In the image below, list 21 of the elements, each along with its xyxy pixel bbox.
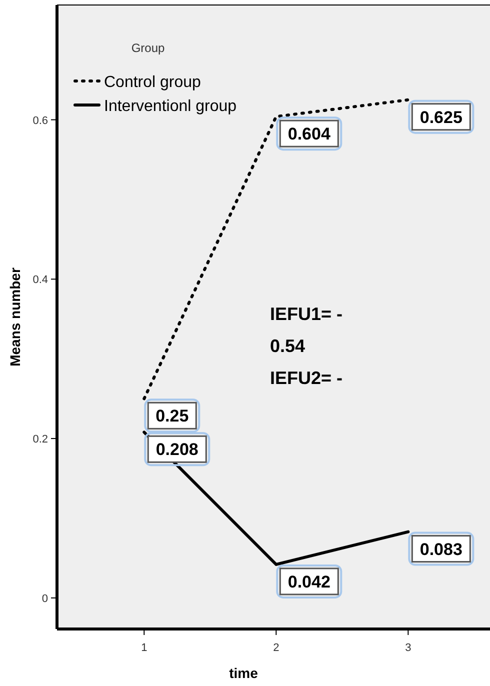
legend-title: Group bbox=[131, 41, 165, 55]
x-axis-title: time bbox=[229, 665, 258, 681]
legend-label: Control group bbox=[104, 74, 202, 91]
legend-label: Interventionl group bbox=[104, 98, 237, 115]
data-label: 0.083 bbox=[420, 540, 462, 559]
data-label: 0.208 bbox=[156, 440, 198, 460]
x-tick-label: 3 bbox=[405, 642, 412, 654]
data-label: 0.625 bbox=[420, 108, 462, 127]
x-tick-label: 2 bbox=[273, 642, 280, 654]
y-tick-label: 0 bbox=[42, 592, 48, 605]
data-label: 0.604 bbox=[288, 124, 331, 144]
y-tick-label: 0.4 bbox=[32, 274, 48, 286]
data-label: 0.042 bbox=[288, 572, 330, 592]
annotation: 0.54 bbox=[270, 336, 306, 356]
y-axis-title: Means number bbox=[7, 267, 23, 366]
annotation: IEFU2= - bbox=[270, 368, 343, 388]
y-tick-label: 0.6 bbox=[32, 114, 48, 127]
x-tick-label: 1 bbox=[141, 642, 148, 654]
data-label: 0.25 bbox=[156, 406, 189, 426]
annotation: IEFU1= - bbox=[270, 304, 343, 324]
y-tick-label: 0.2 bbox=[32, 434, 48, 446]
